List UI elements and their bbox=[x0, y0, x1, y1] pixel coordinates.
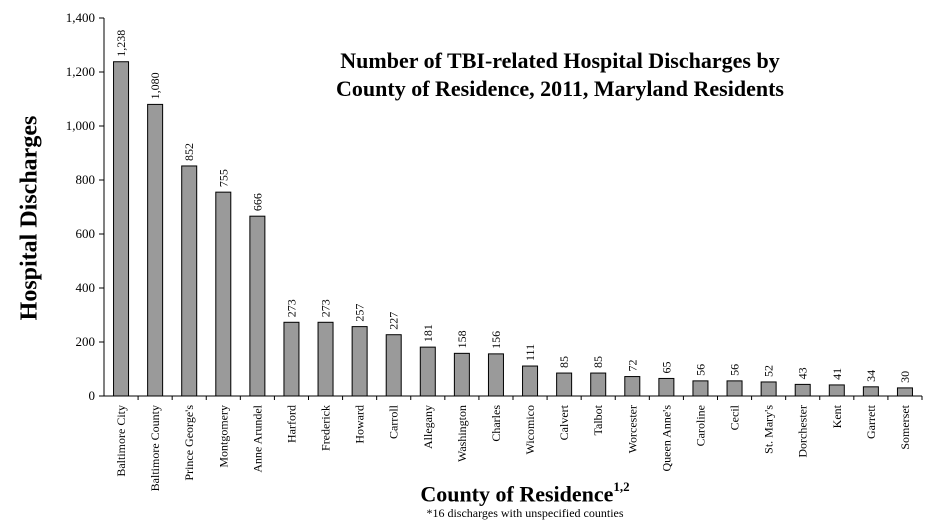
bar bbox=[215, 191, 232, 397]
x-tick-label: Howard bbox=[353, 405, 367, 444]
bar bbox=[351, 326, 368, 397]
bar-value-label: 56 bbox=[693, 364, 707, 376]
bar bbox=[658, 377, 675, 397]
bar bbox=[181, 165, 198, 397]
x-tick-label: Harford bbox=[284, 405, 298, 443]
bar-value-label: 273 bbox=[284, 299, 298, 317]
bar bbox=[556, 372, 573, 397]
bar bbox=[317, 321, 334, 397]
x-tick-label: Wicomico bbox=[523, 405, 537, 455]
x-tick-label: Allegany bbox=[421, 405, 435, 449]
bar-value-label: 852 bbox=[182, 143, 196, 161]
x-tick-label: Somerset bbox=[898, 404, 912, 449]
x-tick-label: Cecil bbox=[728, 404, 742, 430]
x-axis-label: County of Residence1,2 bbox=[420, 479, 630, 507]
bar bbox=[862, 386, 879, 397]
x-tick-label: Calvert bbox=[557, 404, 571, 440]
y-tick-label: 1,400 bbox=[66, 10, 95, 25]
bar-value-label: 257 bbox=[353, 304, 367, 322]
x-tick-label: Garrett bbox=[864, 404, 878, 439]
bar-value-label: 273 bbox=[319, 299, 333, 317]
footnote: *16 discharges with unspecified counties bbox=[426, 506, 624, 520]
bar-value-label: 755 bbox=[216, 169, 230, 187]
x-axis-label-superscript: 1,2 bbox=[613, 479, 630, 494]
bar-value-label: 34 bbox=[864, 370, 878, 382]
bar-value-label: 72 bbox=[625, 360, 639, 372]
bar bbox=[385, 334, 402, 397]
bar-value-label: 52 bbox=[762, 365, 776, 377]
x-tick-label: Anne Arundel bbox=[250, 404, 264, 472]
bar bbox=[590, 372, 607, 397]
bar-value-label: 158 bbox=[455, 330, 469, 348]
x-tick-label: Baltimore City bbox=[114, 405, 128, 477]
bar bbox=[453, 352, 470, 397]
bar-value-label: 181 bbox=[421, 324, 435, 342]
bar bbox=[794, 383, 811, 397]
x-tick-label: St. Mary's bbox=[762, 405, 776, 454]
bar bbox=[249, 215, 266, 397]
x-tick-label: Worcester bbox=[625, 405, 639, 453]
bar bbox=[487, 353, 504, 397]
x-tick-label: Kent bbox=[830, 404, 844, 428]
chart-title-line-2: County of Residence, 2011, Maryland Resi… bbox=[336, 76, 784, 101]
x-tick-label: Queen Anne's bbox=[659, 405, 673, 472]
bar bbox=[760, 381, 777, 397]
bar bbox=[147, 103, 164, 397]
bar bbox=[113, 61, 130, 397]
bar-value-label: 111 bbox=[523, 344, 537, 361]
bar-value-label: 1,238 bbox=[114, 30, 128, 57]
x-tick-label: Frederick bbox=[319, 405, 333, 451]
bar-value-label: 43 bbox=[796, 367, 810, 379]
bar-value-label: 85 bbox=[557, 356, 571, 368]
y-tick-label: 800 bbox=[76, 172, 96, 187]
y-tick-label: 1,200 bbox=[66, 64, 95, 79]
bar bbox=[624, 376, 641, 397]
bar-value-label: 56 bbox=[728, 364, 742, 376]
bar-value-label: 41 bbox=[830, 368, 844, 380]
x-tick-label: Washington bbox=[455, 405, 469, 462]
x-tick-label: Talbot bbox=[591, 404, 605, 435]
y-tick-label: 600 bbox=[76, 226, 96, 241]
x-tick-label: Baltimore County bbox=[148, 405, 162, 491]
bar-value-label: 1,080 bbox=[148, 72, 162, 99]
chart-title-line-1: Number of TBI-related Hospital Discharge… bbox=[340, 48, 780, 73]
y-axis-label: Hospital Discharges bbox=[16, 115, 43, 321]
x-tick-label: Prince George's bbox=[182, 405, 196, 481]
bar bbox=[896, 387, 913, 397]
bar-value-label: 227 bbox=[387, 312, 401, 330]
bar-value-label: 65 bbox=[659, 361, 673, 373]
bar-value-label: 30 bbox=[898, 371, 912, 383]
bar bbox=[828, 384, 845, 397]
bar-value-label: 666 bbox=[250, 193, 264, 211]
x-tick-label: Charles bbox=[489, 405, 503, 442]
bar-value-label: 156 bbox=[489, 331, 503, 349]
bar bbox=[692, 380, 709, 397]
y-tick-label: 1,000 bbox=[66, 118, 95, 133]
y-tick-label: 200 bbox=[76, 334, 96, 349]
x-tick-label: Carroll bbox=[387, 404, 401, 439]
x-tick-label: Montgomery bbox=[216, 405, 230, 468]
y-tick-label: 400 bbox=[76, 280, 96, 295]
x-tick-label: Dorchester bbox=[796, 405, 810, 458]
x-axis-label-text: County of Residence bbox=[420, 481, 614, 507]
x-tick-label: Caroline bbox=[693, 405, 707, 446]
bar bbox=[419, 346, 436, 397]
bar bbox=[283, 321, 300, 397]
bar bbox=[726, 380, 743, 397]
y-tick-label: 0 bbox=[89, 388, 96, 403]
bar-value-label: 85 bbox=[591, 356, 605, 368]
bar bbox=[522, 365, 539, 397]
